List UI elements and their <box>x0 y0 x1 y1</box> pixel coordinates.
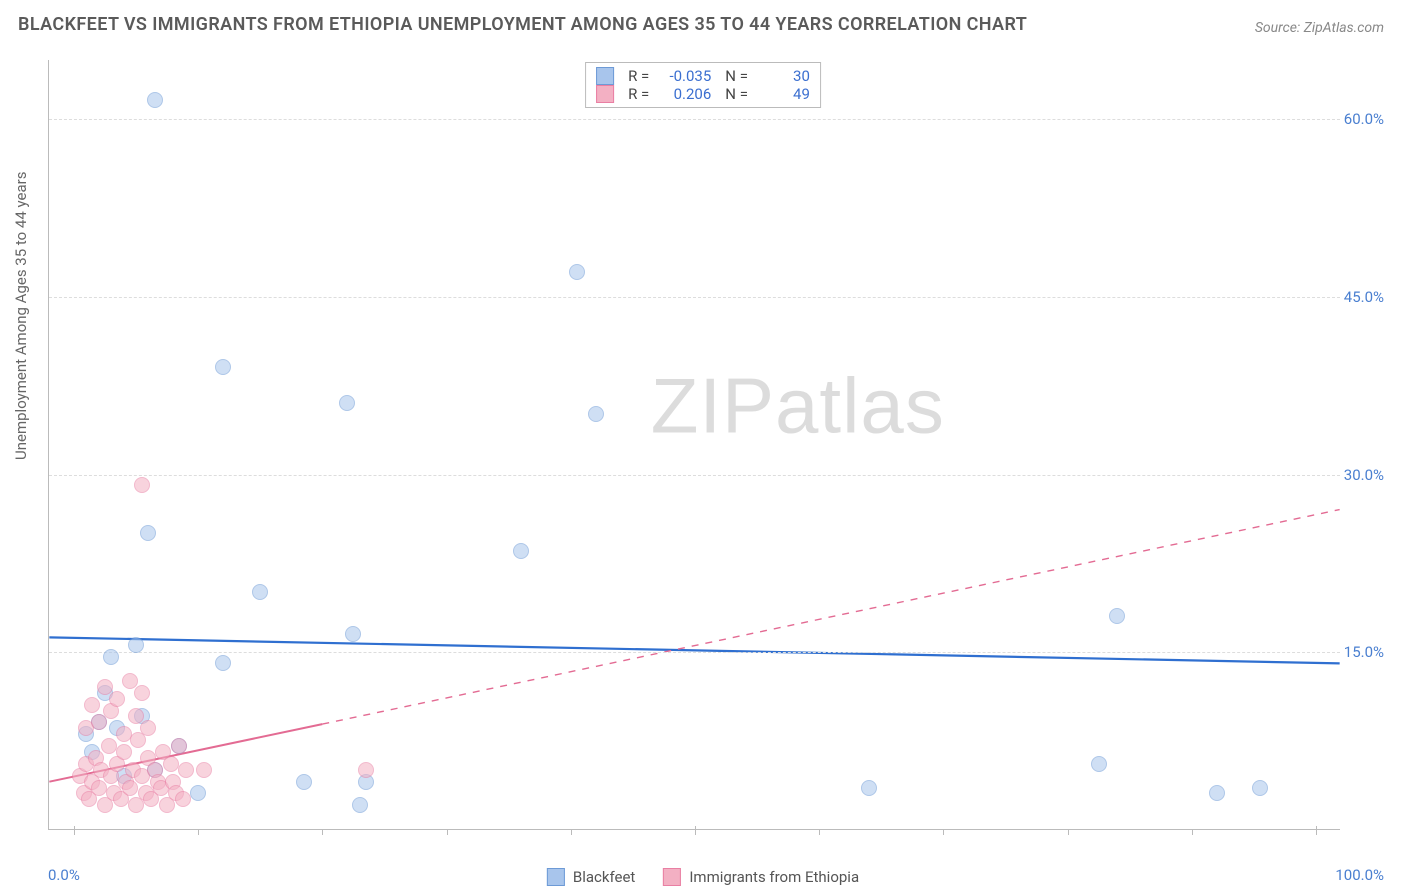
correlation-legend: R = -0.035 N = 30 R = 0.206 N = 49 <box>585 62 821 108</box>
scatter-point <box>134 685 150 701</box>
y-tick-label: 45.0% <box>1344 288 1384 306</box>
scatter-point <box>178 762 194 778</box>
scatter-point <box>296 774 312 790</box>
scatter-point <box>116 744 132 760</box>
legend-series-label: Blackfeet <box>573 868 635 886</box>
trend-lines-layer <box>49 60 1340 829</box>
scatter-point <box>175 791 191 807</box>
legend-n-value: 49 <box>758 85 810 103</box>
legend-r-label: R = <box>628 67 649 85</box>
legend-swatch <box>547 868 565 886</box>
scatter-point <box>122 780 138 796</box>
scatter-point <box>103 649 119 665</box>
scatter-point <box>163 756 179 772</box>
x-axis-min-label: 0.0% <box>48 866 80 884</box>
series-legend: Blackfeet Immigrants from Ethiopia <box>547 868 859 886</box>
legend-n-label: N = <box>725 85 748 103</box>
scatter-point <box>97 679 113 695</box>
scatter-point <box>134 477 150 493</box>
gridline <box>49 652 1340 653</box>
x-tick <box>447 829 448 835</box>
x-tick <box>198 829 199 835</box>
trend-line-dashed <box>322 510 1339 725</box>
legend-r-value: -0.035 <box>659 67 711 85</box>
scatter-point <box>84 697 100 713</box>
watermark-thin: atlas <box>775 362 945 450</box>
legend-swatch <box>663 868 681 886</box>
scatter-point <box>252 584 268 600</box>
scatter-point <box>588 406 604 422</box>
scatter-point <box>1252 780 1268 796</box>
legend-n-value: 30 <box>758 67 810 85</box>
legend-series-item: Blackfeet <box>547 868 635 886</box>
legend-stat-row: R = -0.035 N = 30 <box>596 67 810 85</box>
scatter-point <box>861 780 877 796</box>
y-axis-label: Unemployment Among Ages 35 to 44 years <box>12 172 30 460</box>
scatter-point <box>147 92 163 108</box>
scatter-point <box>345 626 361 642</box>
chart-title: BLACKFEET VS IMMIGRANTS FROM ETHIOPIA UN… <box>18 14 1027 35</box>
scatter-point <box>358 762 374 778</box>
scatter-point <box>91 780 107 796</box>
scatter-point <box>513 543 529 559</box>
legend-r-label: R = <box>628 85 649 103</box>
scatter-point <box>190 785 206 801</box>
scatter-point <box>171 738 187 754</box>
scatter-point <box>352 797 368 813</box>
scatter-point <box>569 264 585 280</box>
scatter-point <box>109 691 125 707</box>
legend-n-label: N = <box>725 67 748 85</box>
scatter-plot-area: ZIPatlas <box>48 60 1340 830</box>
scatter-point <box>339 395 355 411</box>
x-tick <box>695 826 696 835</box>
scatter-point <box>140 525 156 541</box>
scatter-point <box>128 637 144 653</box>
x-axis-max-label: 100.0% <box>1335 866 1384 884</box>
gridline <box>49 119 1340 120</box>
x-tick <box>943 829 944 835</box>
x-tick <box>1316 826 1317 835</box>
legend-swatch <box>596 67 614 85</box>
scatter-point <box>1091 756 1107 772</box>
scatter-point <box>196 762 212 778</box>
watermark: ZIPatlas <box>651 361 945 452</box>
legend-stat-row: R = 0.206 N = 49 <box>596 85 810 103</box>
source-attribution: Source: ZipAtlas.com <box>1255 20 1384 36</box>
x-tick <box>322 829 323 835</box>
y-tick-label: 30.0% <box>1344 466 1384 484</box>
y-tick-label: 15.0% <box>1344 643 1384 661</box>
x-tick <box>1068 829 1069 835</box>
legend-swatch <box>596 85 614 103</box>
scatter-point <box>215 359 231 375</box>
legend-r-value: 0.206 <box>659 85 711 103</box>
gridline <box>49 297 1340 298</box>
x-tick <box>1192 829 1193 835</box>
legend-series-item: Immigrants from Ethiopia <box>663 868 859 886</box>
x-tick <box>74 826 75 835</box>
scatter-point <box>215 655 231 671</box>
legend-series-label: Immigrants from Ethiopia <box>689 868 859 886</box>
y-tick-label: 60.0% <box>1344 110 1384 128</box>
gridline <box>49 475 1340 476</box>
scatter-point <box>116 726 132 742</box>
x-tick <box>571 829 572 835</box>
scatter-point <box>1109 608 1125 624</box>
scatter-point <box>140 720 156 736</box>
scatter-point <box>1209 785 1225 801</box>
x-tick <box>819 829 820 835</box>
trend-line-solid <box>49 637 1339 663</box>
scatter-point <box>91 714 107 730</box>
scatter-point <box>101 738 117 754</box>
watermark-bold: ZIP <box>651 362 775 450</box>
